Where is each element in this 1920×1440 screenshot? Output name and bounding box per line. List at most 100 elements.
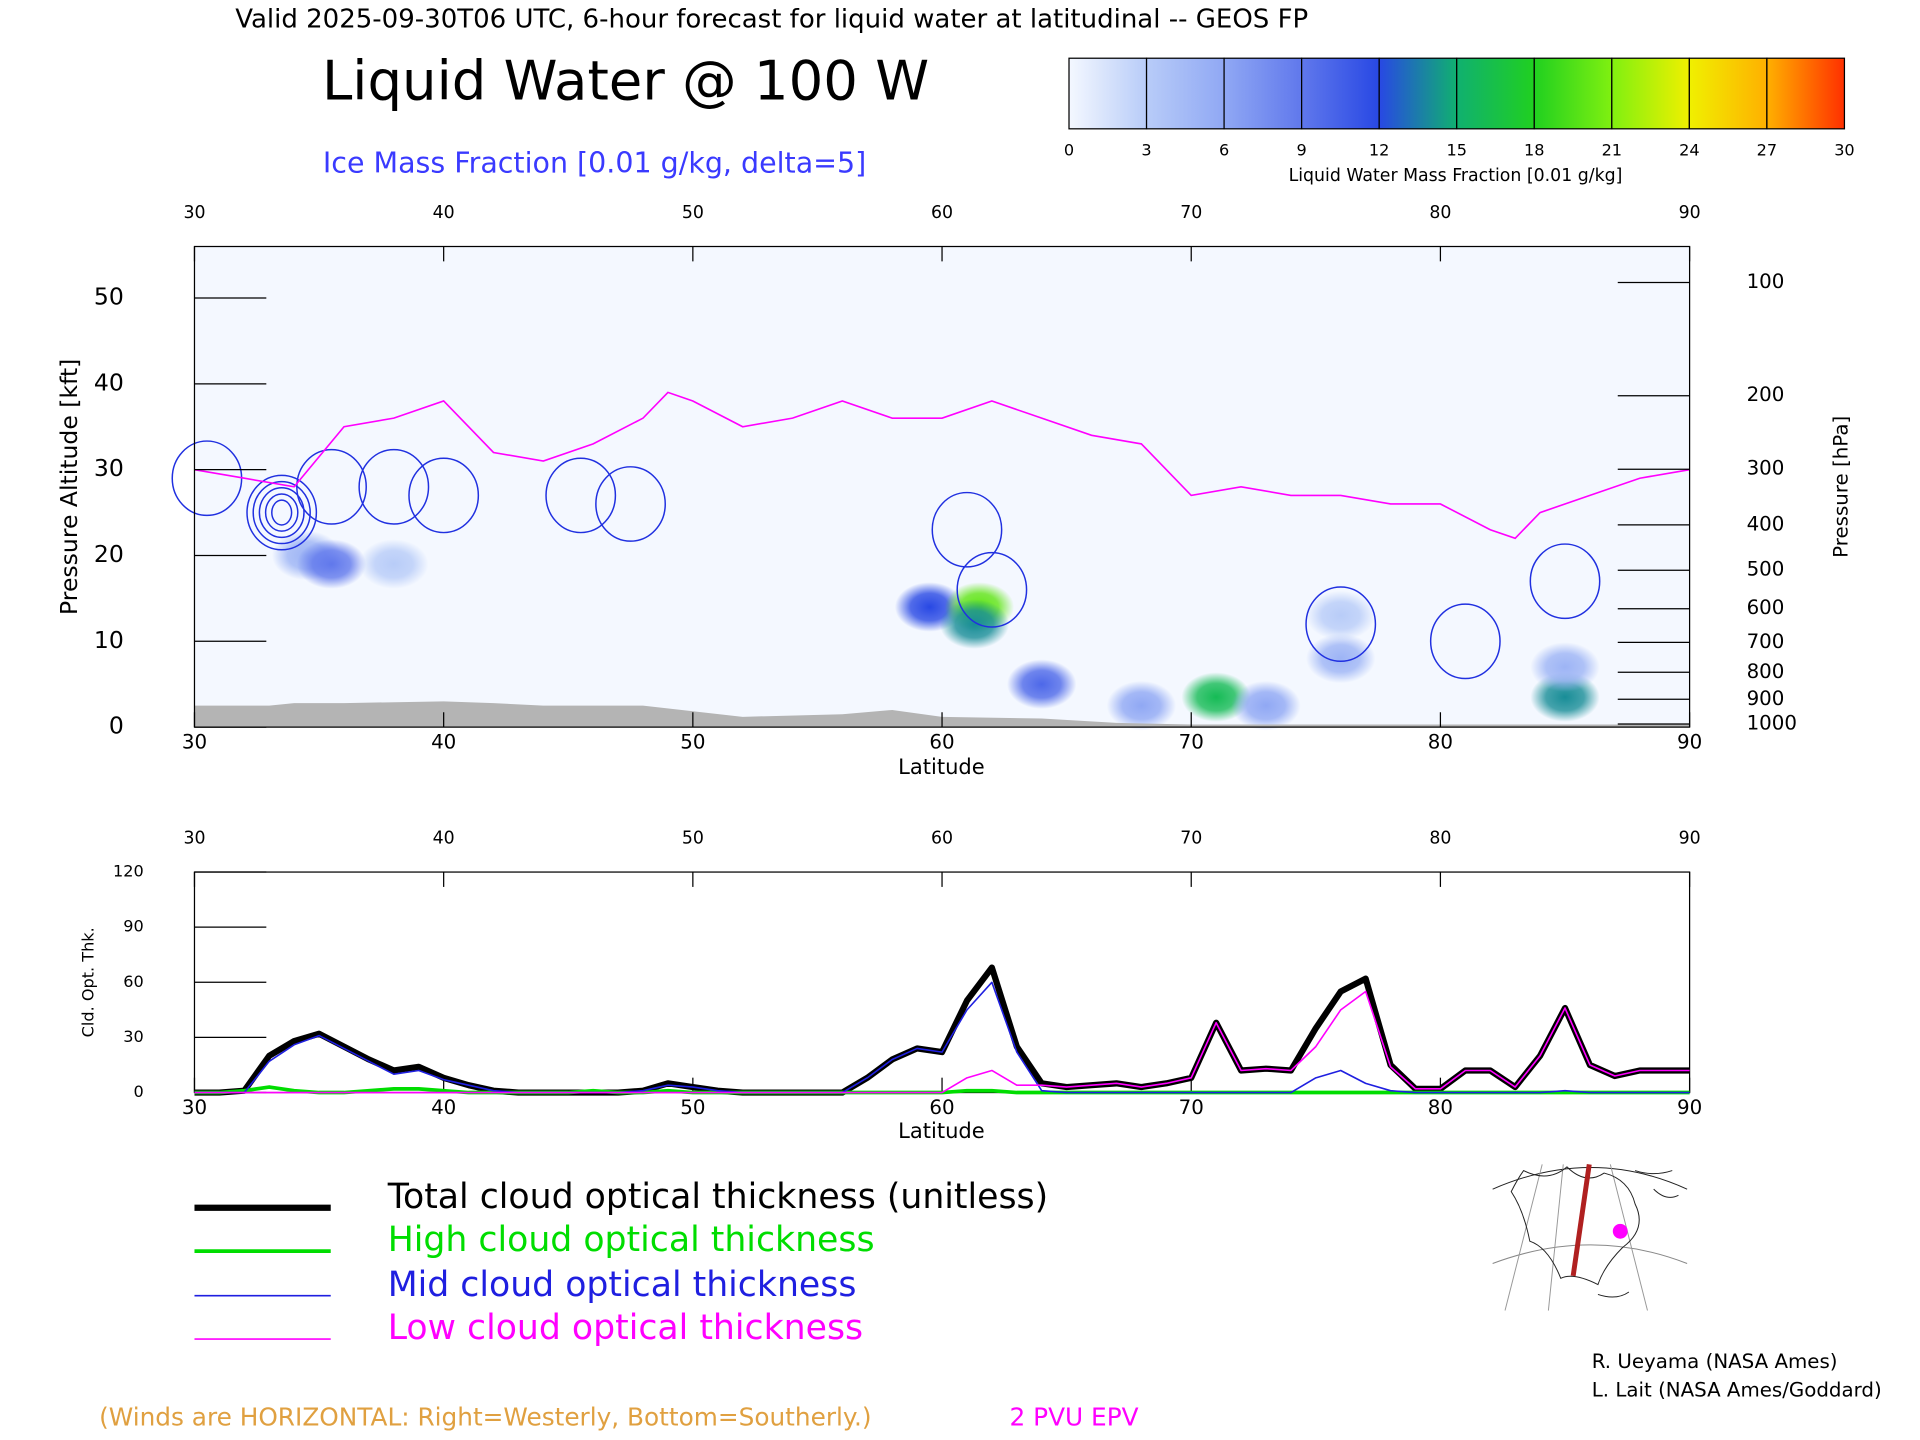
x-tick-label-top: 70 [1180,203,1202,223]
colorbar: 0 3 6 9 12 15 18 21 24 27 30 [1064,57,1855,160]
y-tick-label: 10 [94,626,124,654]
credit: R. Ueyama (NASA Ames) [1592,1350,1838,1373]
y2-tick-label: 400 [1747,512,1785,535]
legend-label: Mid cloud optical thickness [388,1265,857,1305]
colorbar-segment [1533,57,1613,130]
colorbar-segment [1611,57,1690,130]
x-tick-label-top: 50 [682,203,704,223]
colorbar-tick-label: 0 [1064,141,1074,160]
x-tick-label: 50 [680,731,705,754]
ice-contour [545,457,617,534]
liquid-water-blob [1106,680,1177,731]
legend-label: Low cloud optical thickness [388,1308,863,1348]
x-tick-label: 70 [1179,731,1204,754]
liquid-water-blob [1306,590,1376,641]
x-tick-label: 80 [1428,1096,1453,1119]
ice-contour [246,474,318,551]
chart-title: Liquid Water @ 100 W [322,48,929,112]
x-tick-label-top: 80 [1429,829,1451,849]
ice-contour [358,448,430,525]
liquid-water-blob [1530,642,1600,692]
ice-contour [296,448,367,525]
y-tick-label: 0 [133,1082,143,1101]
credit: L. Lait (NASA Ames/Goddard) [1592,1379,1882,1402]
ice-contour [1305,586,1377,663]
y-tick-label: 20 [94,540,124,568]
y-tick-label: 60 [123,972,143,991]
colorbar-segment [1301,57,1380,130]
colorbar-tick-label: 21 [1602,141,1622,160]
x-axis-label: Latitude [898,754,985,779]
colorbar-tick-label: 15 [1446,141,1466,160]
y-axis-label: Cld. Opt. Thk. [79,927,98,1037]
y-tick-label: 30 [94,454,124,482]
x-tick-label: 60 [929,731,954,754]
colorbar-segment [1378,57,1458,130]
ice-contour [258,487,305,539]
x-tick-label-top: 40 [433,203,455,223]
x-tick-label: 60 [929,1096,954,1119]
y-tick-label: 0 [109,712,124,740]
surface-terrain [194,701,1690,728]
ice-contour [271,499,293,526]
x-tick-label: 30 [182,1096,207,1119]
legend: Total cloud optical thickness (unitless)… [194,1177,1048,1348]
colorbar-label: Liquid Water Mass Fraction [0.01 g/kg] [1289,166,1623,186]
ice-contour [1429,603,1501,680]
cross-section: 3030404050506060707080809090010203040501… [94,203,1797,754]
y2-tick-label: 100 [1747,270,1785,293]
locator-map [1492,1164,1688,1311]
y-tick-label: 30 [123,1027,143,1046]
x-tick-label: 40 [431,1096,456,1119]
x-tick-label-top: 60 [931,829,953,849]
colorbar-tick-label: 9 [1297,141,1307,160]
y-tick-label: 120 [113,862,144,881]
ice-contour [408,457,480,534]
colorbar-segment [1456,57,1535,130]
y2-tick-label: 800 [1747,660,1785,683]
x-tick-label: 80 [1428,731,1453,754]
x-tick-label: 30 [182,731,207,754]
colorbar-segment [1766,57,1846,130]
colorbar-tick-label: 3 [1141,141,1151,160]
colorbar-tick-label: 30 [1834,141,1854,160]
liquid-water-blob [296,539,367,589]
x-tick-label: 50 [680,1096,705,1119]
y2-tick-label: 600 [1747,596,1785,619]
page-title: Valid 2025-09-30T06 UTC, 6-hour forecast… [235,4,1308,34]
ice-contour [956,551,1028,628]
ice-contour [1529,543,1601,620]
colorbar-segment [1068,57,1148,130]
x-tick-label-top: 30 [183,203,205,223]
series-line [194,981,1690,1094]
x-tick-label-top: 60 [931,203,953,223]
colorbar-segment [1688,57,1768,130]
x-tick-label: 90 [1677,1096,1702,1119]
ice-contour [595,466,666,542]
liquid-water-blob [359,539,429,589]
colorbar-segment [1223,57,1303,130]
colorbar-tick-label: 24 [1679,141,1699,160]
epv-legend: 2 PVU EPV [1010,1402,1139,1431]
colorbar-tick-label: 27 [1757,141,1777,160]
ice-contour [931,491,1003,568]
x-tick-label-top: 90 [1679,829,1701,849]
colorbar-segment [1145,57,1225,130]
liquid-water-blob [939,599,1010,649]
plot-frame [193,871,1691,1094]
colorbar-tick-label: 12 [1369,141,1389,160]
x-tick-label: 90 [1677,731,1702,754]
y-tick-label: 40 [94,368,124,396]
ice-contour [264,493,299,532]
y2-tick-label: 900 [1747,687,1785,710]
x-axis-label: Latitude [898,1118,985,1143]
y-tick-label: 50 [94,282,124,310]
y2-tick-label: 700 [1747,630,1785,653]
x-tick-label-top: 70 [1180,829,1202,849]
x-tick-label-top: 50 [682,829,704,849]
epv-line [194,391,1690,540]
y2-tick-label: 300 [1747,457,1785,480]
legend-label: Total cloud optical thickness (unitless) [387,1177,1048,1217]
